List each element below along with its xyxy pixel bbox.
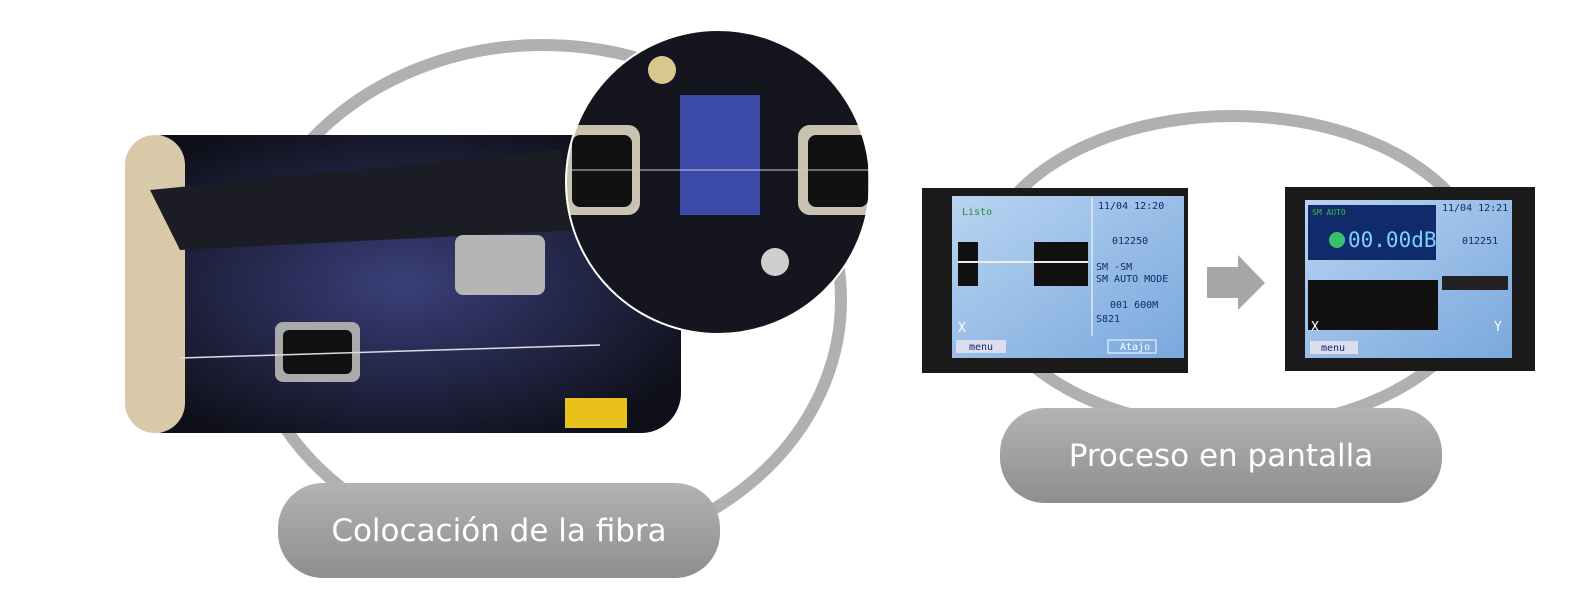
caption-pill: [278, 483, 720, 578]
photo-background: [125, 135, 185, 433]
zoom-border: [565, 29, 871, 335]
button: [956, 340, 1006, 353]
program: 001 600M: [1110, 300, 1158, 311]
caption: Colocación de la fibra: [331, 513, 666, 549]
fiber-view: [1442, 276, 1508, 290]
photo-lid: [150, 150, 580, 250]
caption: Proceso en pantalla: [1069, 438, 1374, 474]
close: X: [958, 321, 966, 336]
fiber-view: [1034, 242, 1088, 286]
close: X: [1311, 320, 1319, 335]
status: Listo: [962, 207, 992, 218]
button: [1107, 339, 1157, 354]
datetime: 11/04 12:20: [1098, 201, 1164, 212]
menu: menu: [1321, 343, 1345, 354]
photo-fiber: [179, 344, 601, 359]
counter: 012250: [1112, 236, 1148, 247]
fiber-view: [1308, 280, 1438, 330]
caption-pill: [1000, 408, 1442, 503]
indicator: [1329, 232, 1345, 248]
datetime: 11/04 12:21: [1442, 203, 1508, 214]
photo-zoom-clamp: [572, 135, 632, 207]
loss: 00.00dB: [1348, 228, 1437, 252]
photo-zoom-screw: [648, 56, 676, 84]
button: [1310, 341, 1358, 354]
photo-zoom-clamp: [808, 135, 868, 207]
photo-clamp: [455, 235, 545, 295]
mode: SM AUTO MODE: [1096, 274, 1168, 285]
next: Y: [1494, 320, 1502, 335]
code: S821: [1096, 314, 1120, 325]
photo-clamp: [283, 330, 352, 374]
fiber-view: [958, 242, 978, 286]
counter: 012251: [1462, 236, 1498, 247]
result-panel: [1308, 205, 1436, 260]
status: SM AUTO: [1312, 208, 1346, 217]
photo-zoom-groove: [680, 95, 760, 215]
fiber-type: SM -SM: [1096, 262, 1132, 273]
arrow: [1207, 255, 1265, 310]
photo-zoom-screw: [761, 248, 789, 276]
shortcut: Atajo: [1120, 342, 1150, 353]
menu: menu: [969, 342, 993, 353]
photo-label: [565, 398, 627, 428]
